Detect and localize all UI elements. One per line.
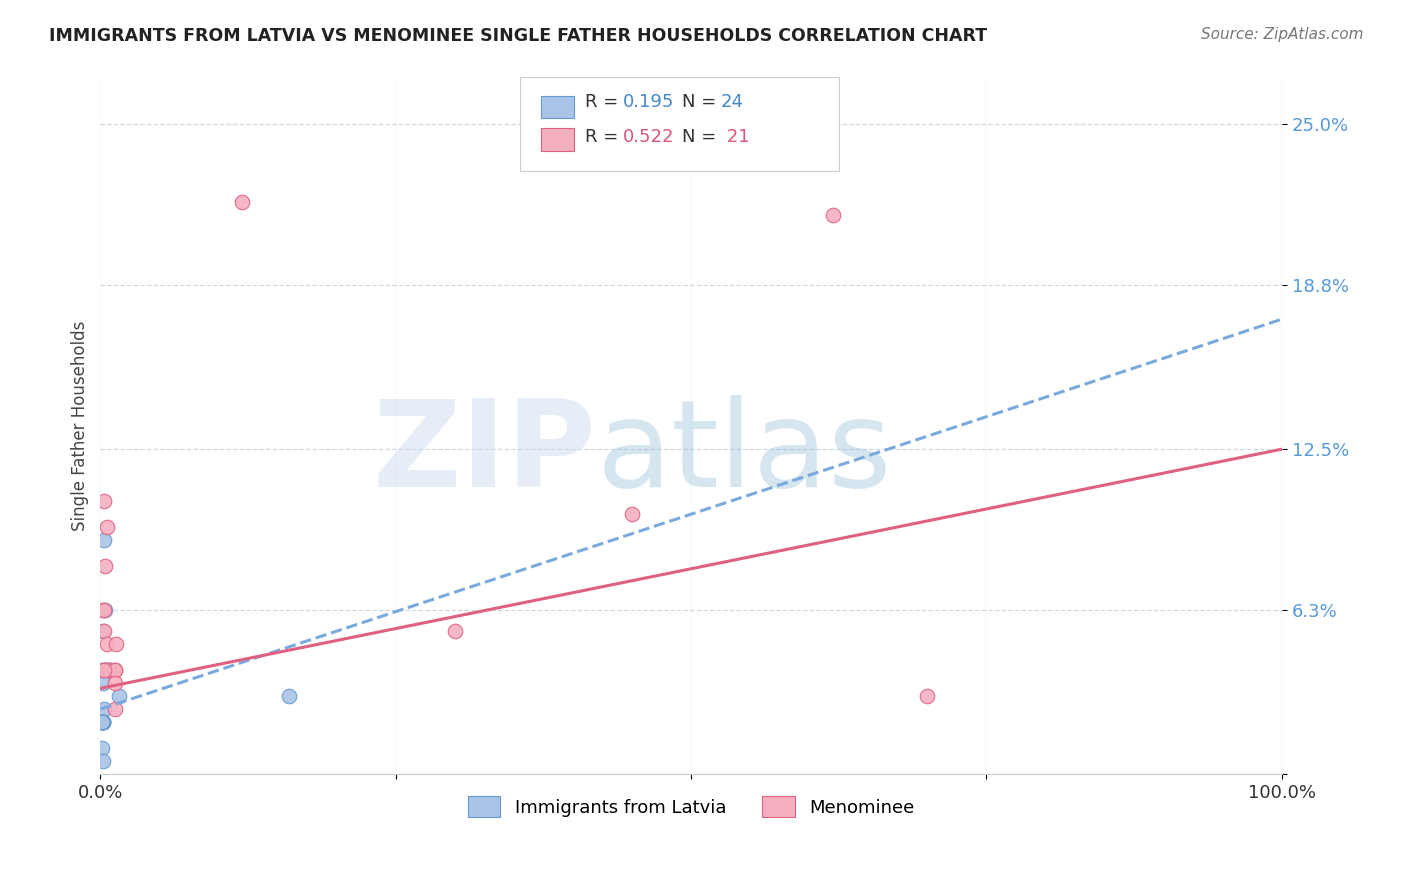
Point: [98, 663, 121, 677]
Text: 0.195: 0.195: [623, 93, 673, 111]
Point: [278, 689, 301, 703]
FancyBboxPatch shape: [541, 95, 574, 118]
Text: ZIP: ZIP: [373, 395, 596, 512]
Text: N =: N =: [682, 93, 721, 111]
Point: [93, 603, 115, 617]
Point: [90, 715, 112, 730]
Point: [93, 624, 115, 639]
Point: [91, 754, 114, 768]
Point: [91, 715, 114, 730]
Text: N =: N =: [682, 128, 721, 145]
Point: [108, 689, 131, 703]
Point: [90, 741, 112, 756]
Text: R =: R =: [585, 128, 624, 145]
Point: [621, 507, 644, 521]
Point: [94, 663, 117, 677]
Text: R =: R =: [585, 93, 624, 111]
Point: [96, 663, 118, 677]
Point: [91, 715, 114, 730]
Point: [90, 715, 112, 730]
FancyBboxPatch shape: [520, 78, 839, 171]
Point: [103, 676, 125, 690]
Text: atlas: atlas: [596, 395, 893, 512]
Text: 0.522: 0.522: [623, 128, 673, 145]
Text: 21: 21: [721, 128, 749, 145]
Text: 24: 24: [721, 93, 744, 111]
Point: [93, 663, 115, 677]
Point: [90, 663, 112, 677]
Legend: Immigrants from Latvia, Menominee: Immigrants from Latvia, Menominee: [461, 789, 922, 824]
Point: [821, 208, 844, 222]
Point: [231, 195, 253, 210]
Point: [443, 624, 465, 639]
Point: [91, 715, 114, 730]
FancyBboxPatch shape: [541, 128, 574, 151]
Point: [103, 663, 125, 677]
Point: [93, 533, 115, 548]
Point: [90, 715, 112, 730]
Point: [91, 715, 114, 730]
Point: [103, 663, 125, 677]
Point: [97, 663, 120, 677]
Point: [93, 702, 115, 716]
Text: IMMIGRANTS FROM LATVIA VS MENOMINEE SINGLE FATHER HOUSEHOLDS CORRELATION CHART: IMMIGRANTS FROM LATVIA VS MENOMINEE SING…: [49, 27, 987, 45]
Point: [917, 689, 939, 703]
Point: [96, 663, 118, 677]
Point: [93, 663, 115, 677]
Point: [91, 603, 114, 617]
Point: [94, 559, 117, 574]
Point: [96, 520, 118, 534]
Point: [103, 702, 125, 716]
Point: [97, 663, 120, 677]
Y-axis label: Single Father Households: Single Father Households: [72, 320, 89, 531]
Point: [91, 624, 114, 639]
Point: [93, 494, 115, 508]
Point: [104, 637, 127, 651]
Point: [93, 663, 115, 677]
Text: Source: ZipAtlas.com: Source: ZipAtlas.com: [1201, 27, 1364, 42]
Point: [91, 676, 114, 690]
Point: [90, 715, 112, 730]
Point: [94, 603, 117, 617]
Point: [90, 715, 112, 730]
Point: [96, 637, 118, 651]
